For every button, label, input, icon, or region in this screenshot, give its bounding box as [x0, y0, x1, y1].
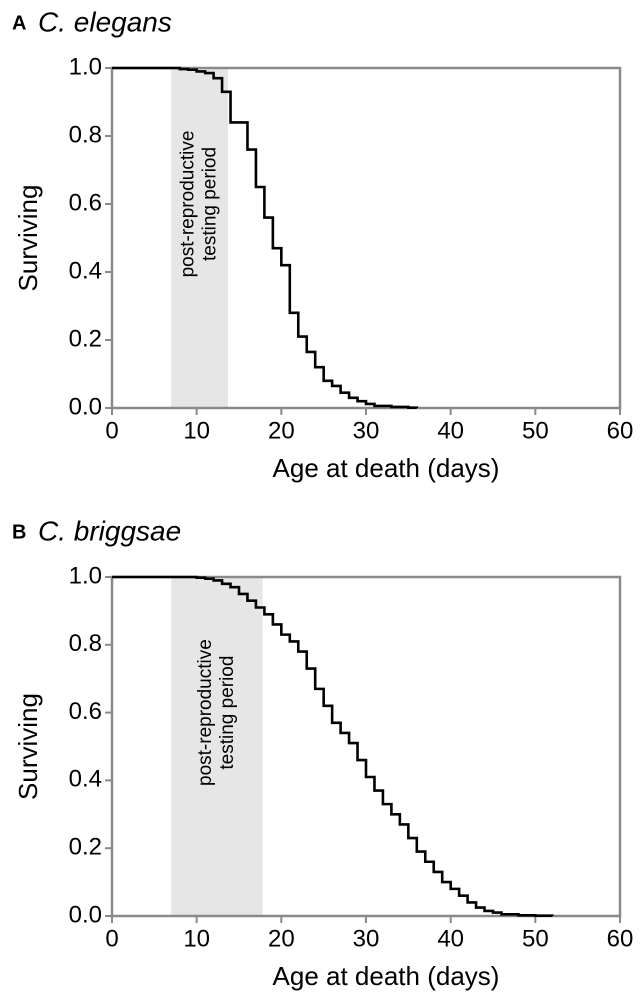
y-tick-label: 1.0: [69, 562, 102, 589]
y-tick-label: 0.8: [69, 630, 102, 657]
y-tick-label: 0.0: [69, 393, 102, 420]
x-tick-label: 40: [437, 417, 464, 444]
panel-label: B: [12, 521, 26, 543]
shaded-label: post-reproductivetesting period: [178, 131, 221, 278]
x-tick-label: 50: [522, 417, 549, 444]
y-tick-label: 0.4: [69, 257, 102, 284]
chart-title: C. briggsae: [38, 515, 181, 546]
x-tick-label: 40: [437, 925, 464, 952]
y-tick-label: 0.0: [69, 901, 102, 928]
x-tick-label: 0: [105, 417, 118, 444]
y-tick-label: 0.6: [69, 189, 102, 216]
shaded-region: [171, 577, 263, 916]
x-axis-label: Age at death (days): [273, 961, 500, 991]
x-tick-label: 10: [183, 925, 210, 952]
x-tick-label: 60: [607, 925, 634, 952]
x-tick-label: 30: [353, 417, 380, 444]
x-tick-label: 60: [607, 417, 634, 444]
x-tick-label: 50: [522, 925, 549, 952]
y-tick-label: 0.6: [69, 698, 102, 725]
x-tick-label: 0: [105, 925, 118, 952]
survival-curve: [112, 575, 554, 917]
shaded-label-line: post-reproductive: [195, 639, 216, 786]
panel-label: A: [12, 12, 26, 34]
chart-title: C. elegans: [38, 6, 172, 37]
y-axis-label: Surviving: [13, 185, 43, 292]
shaded-label-line: testing period: [217, 656, 238, 770]
y-tick-label: 0.4: [69, 766, 102, 793]
y-tick-label: 1.0: [69, 53, 102, 80]
x-tick-label: 20: [268, 417, 295, 444]
x-tick-label: 20: [268, 925, 295, 952]
x-axis-label: Age at death (days): [273, 453, 500, 483]
survival-curve: [112, 66, 419, 409]
shaded-label: post-reproductivetesting period: [195, 639, 238, 786]
y-axis-label: Surviving: [13, 693, 43, 800]
x-tick-label: 30: [353, 925, 380, 952]
y-tick-label: 0.2: [69, 325, 102, 352]
shaded-label-line: testing period: [200, 147, 221, 261]
shaded-region: [171, 68, 228, 408]
shaded-label-line: post-reproductive: [178, 131, 199, 278]
y-tick-label: 0.2: [69, 834, 102, 861]
x-tick-label: 10: [183, 417, 210, 444]
y-tick-label: 0.8: [69, 121, 102, 148]
